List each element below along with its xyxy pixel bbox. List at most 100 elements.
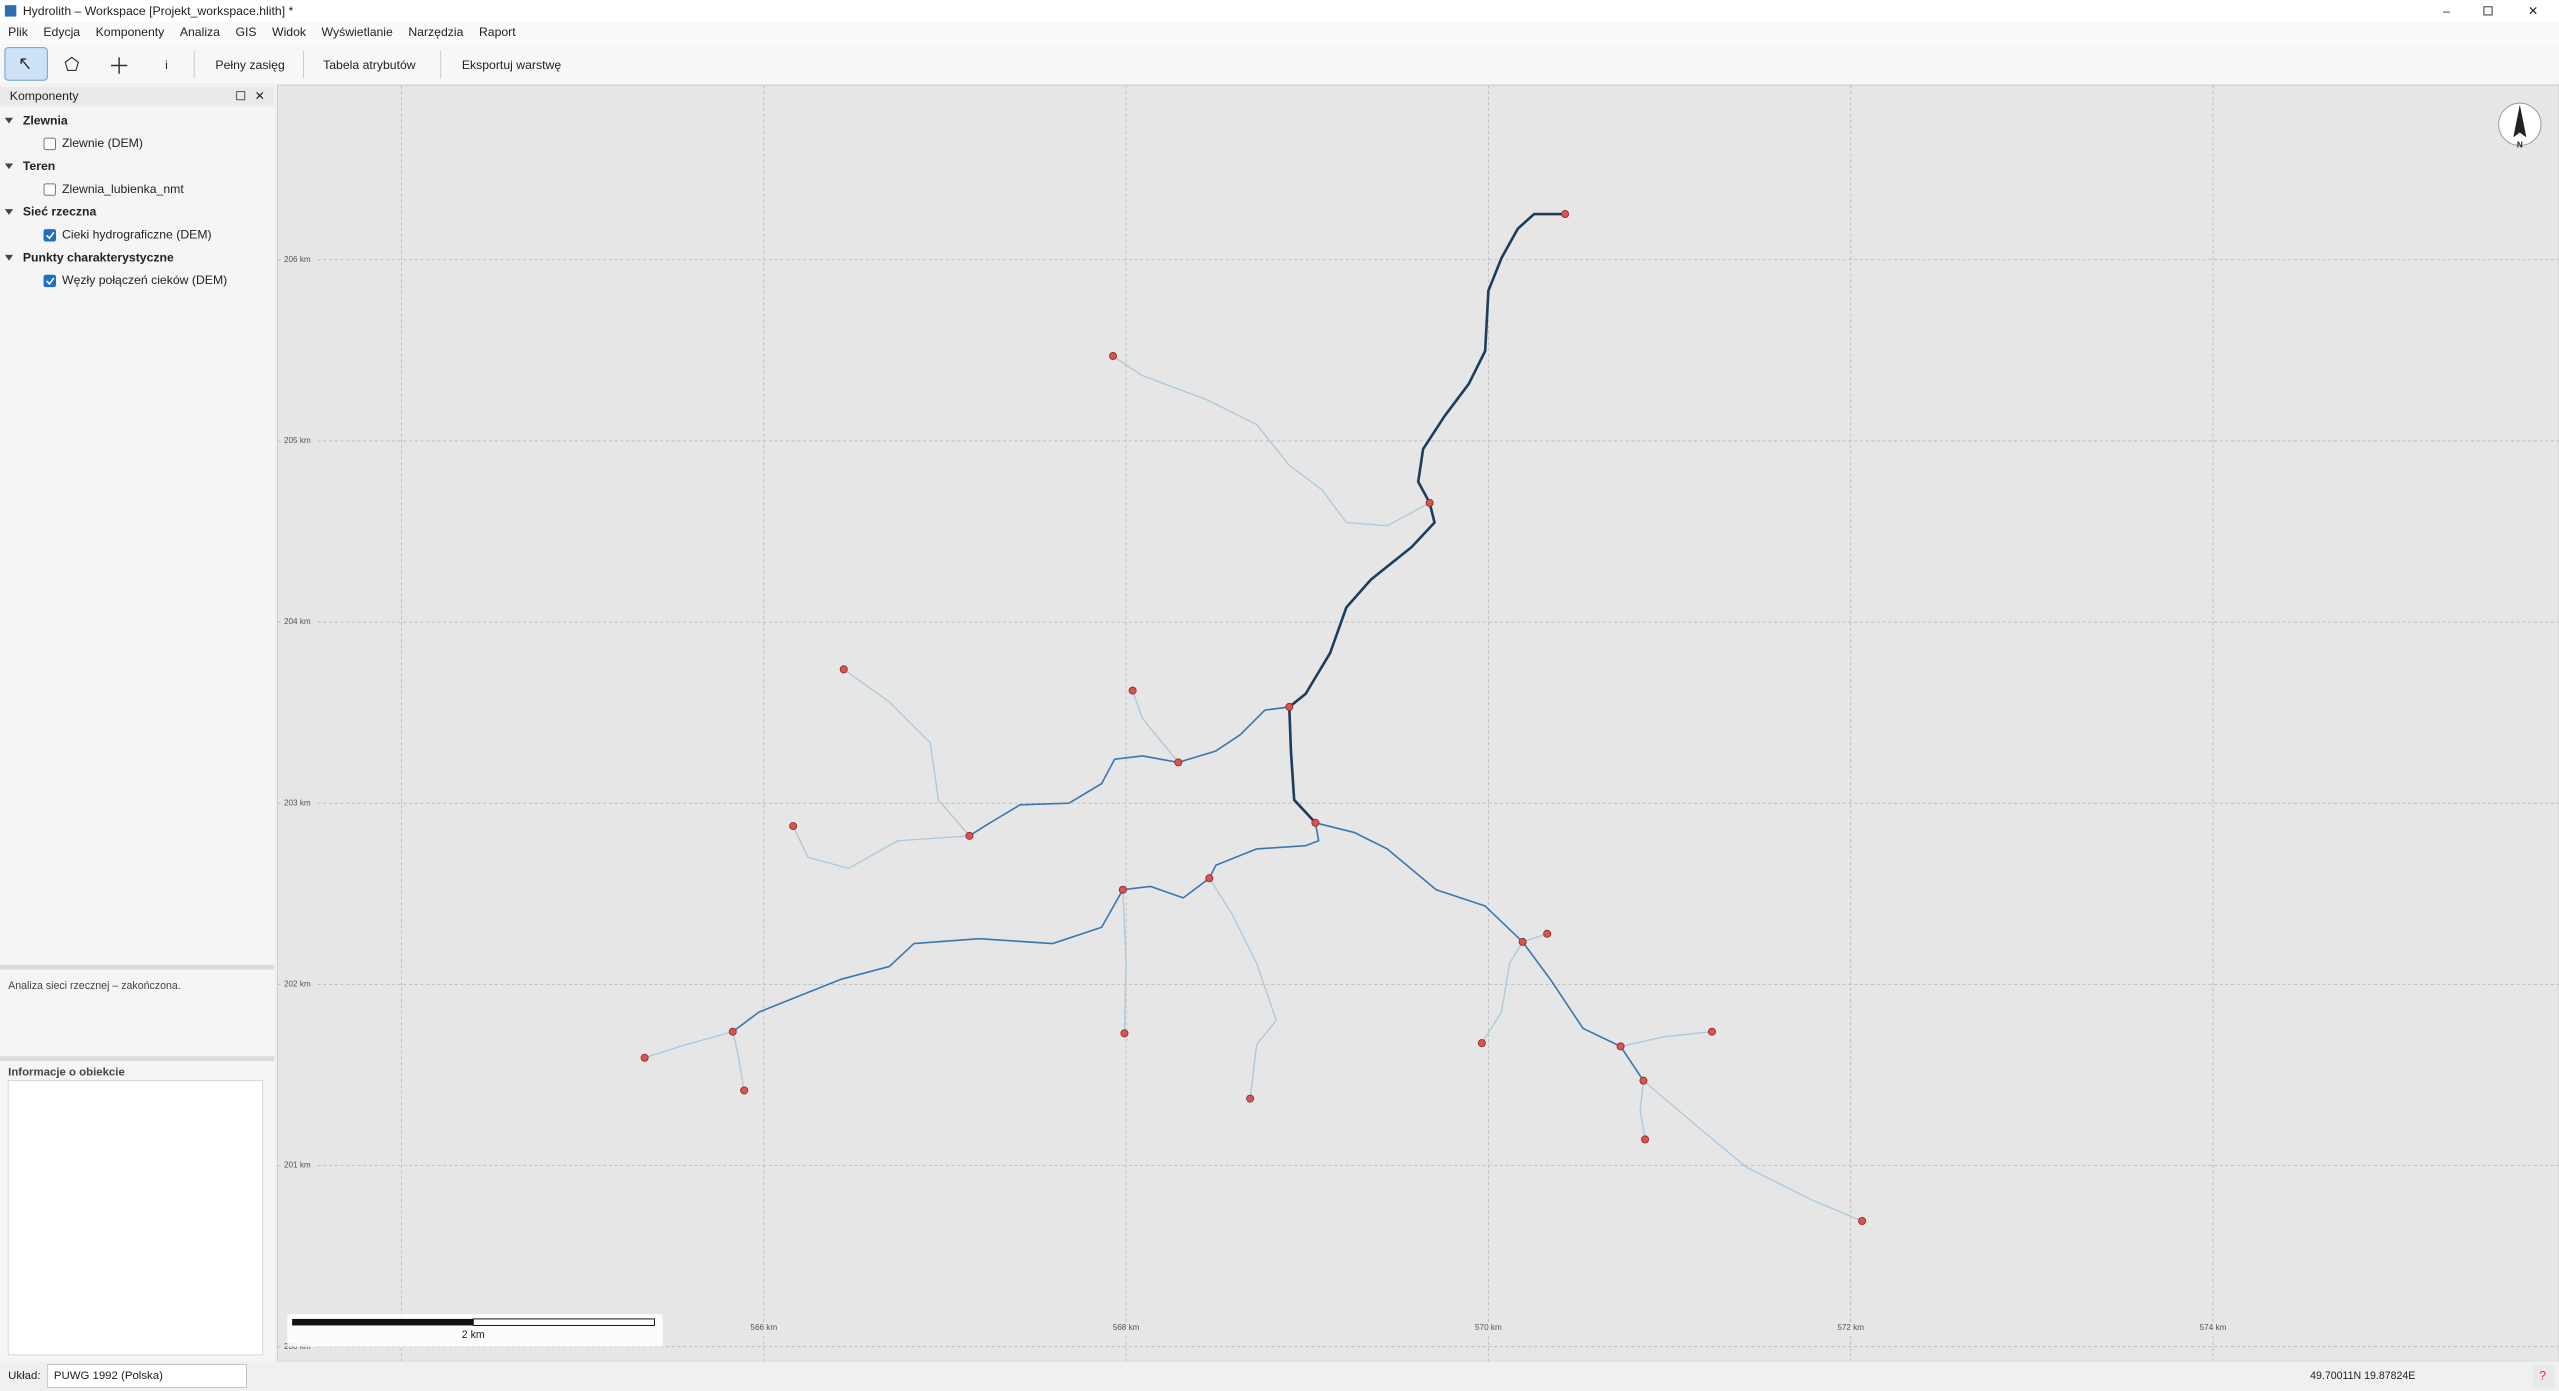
y-grid-label: 204 km: [284, 617, 311, 626]
label-bg: [1832, 1322, 1869, 1334]
layer-name[interactable]: Cieki hydrograficzne (DEM): [62, 228, 212, 242]
node[interactable]: [728, 1027, 737, 1036]
stream: [968, 706, 1290, 837]
node[interactable]: [1425, 498, 1434, 507]
node[interactable]: [1120, 1029, 1129, 1038]
expand-arrow[interactable]: [4, 117, 14, 124]
layer-checkbox[interactable]: [43, 274, 56, 288]
node[interactable]: [1285, 702, 1294, 711]
node[interactable]: [1246, 1094, 1255, 1103]
menu-item[interactable]: Komponenty: [96, 25, 166, 39]
x-grid-label: 566 km: [750, 1323, 777, 1332]
layer-name[interactable]: Zlewnie (DEM): [62, 136, 143, 150]
y-grid-label: 205 km: [284, 436, 311, 445]
node[interactable]: [1518, 937, 1527, 946]
toolbar-button[interactable]: Eksportuj warstwę: [462, 58, 561, 72]
layer-group[interactable]: Sieć rzeczna: [23, 205, 97, 219]
label-bg: [280, 797, 317, 809]
stream: [1481, 941, 1524, 1044]
crs-field[interactable]: [46, 1364, 247, 1388]
x-grid-label: 568 km: [1113, 1323, 1140, 1332]
menu-item[interactable]: Plik: [8, 25, 29, 39]
north-label: N: [2517, 141, 2523, 150]
menu-item[interactable]: GIS: [235, 25, 256, 39]
label-bg: [2195, 1322, 2231, 1334]
polygon-tool[interactable]: [64, 56, 79, 72]
x-grid-label: 572 km: [1837, 1323, 1864, 1332]
stream: [792, 825, 970, 870]
label-bg: [280, 435, 317, 447]
stream: [1620, 1031, 1713, 1048]
menu-item[interactable]: Edycja: [43, 25, 80, 39]
splitter: [0, 1056, 275, 1062]
layer-group[interactable]: Punkty charakterystyczne: [23, 250, 174, 264]
node[interactable]: [740, 1086, 749, 1095]
pan-tool[interactable]: [110, 57, 128, 74]
stream: [1522, 933, 1548, 943]
layer-name[interactable]: Węzły połączeń cieków (DEM): [62, 273, 227, 287]
panel-close[interactable]: ✕: [255, 89, 265, 103]
layer-tree: Zlewnia Zlewnie (DEM) Teren Zlewnia_lubienk…: [4, 113, 227, 288]
expand-arrow[interactable]: [4, 254, 14, 261]
stream: [644, 1031, 733, 1059]
north-arrow-icon: [2513, 104, 2527, 138]
menu-item[interactable]: Narzędzia: [408, 25, 463, 39]
status-bar: [0, 1361, 2559, 1391]
help-button[interactable]: [2532, 1364, 2555, 1388]
layer-group[interactable]: Teren: [23, 159, 55, 173]
crs-value[interactable]: PUWG 1992 (Polska): [54, 1370, 163, 1382]
crs-label: Układ:: [8, 1370, 40, 1382]
node[interactable]: [1109, 352, 1118, 361]
node[interactable]: [965, 831, 974, 840]
node[interactable]: [1561, 210, 1570, 219]
layer-name[interactable]: Zlewnia_lubienka_nmt: [62, 182, 184, 196]
node[interactable]: [1477, 1039, 1486, 1048]
node[interactable]: [1707, 1027, 1716, 1036]
expand-arrow[interactable]: [4, 163, 14, 170]
info-tool[interactable]: i: [165, 58, 168, 72]
node[interactable]: [1858, 1217, 1867, 1226]
stream: [1132, 690, 1179, 763]
node[interactable]: [1311, 818, 1320, 827]
menu-item[interactable]: Wyświetlanie: [322, 25, 393, 39]
layer-checkbox[interactable]: [43, 229, 56, 242]
layer-group[interactable]: Zlewnia: [23, 113, 68, 127]
select-icon: [20, 58, 30, 70]
layer-checkbox[interactable]: [43, 183, 56, 196]
expand-arrow[interactable]: [4, 209, 14, 215]
menu-item[interactable]: Widok: [272, 25, 307, 39]
node[interactable]: [1205, 874, 1214, 883]
node[interactable]: [1639, 1076, 1648, 1085]
check-mark: [45, 277, 55, 286]
map-canvas[interactable]: [277, 84, 2559, 1362]
node[interactable]: [1174, 758, 1183, 767]
toolbar-button[interactable]: Tabela atrybutów: [323, 58, 416, 72]
stream: [1315, 822, 1645, 1082]
minimize-button[interactable]: –: [2443, 4, 2450, 18]
node[interactable]: [1641, 1135, 1650, 1144]
node[interactable]: [789, 822, 798, 831]
toolbar-button[interactable]: Pełny zasięg: [215, 58, 285, 72]
node[interactable]: [839, 665, 848, 674]
label-bg: [280, 254, 317, 266]
node[interactable]: [1543, 929, 1552, 938]
node[interactable]: [1616, 1042, 1625, 1051]
label-bg: [1108, 1322, 1145, 1334]
stream: [1639, 1080, 1646, 1140]
nodes: [640, 210, 1867, 1226]
node[interactable]: [1118, 885, 1127, 894]
node[interactable]: [640, 1053, 649, 1062]
app-icon: [4, 5, 17, 17]
layer-checkbox[interactable]: [43, 137, 56, 151]
stream: [1112, 355, 1430, 527]
menu-item[interactable]: Raport: [479, 25, 516, 39]
close-button[interactable]: ✕: [2528, 4, 2538, 18]
menu-item[interactable]: Analiza: [180, 25, 220, 39]
maximize-button[interactable]: [2483, 6, 2493, 16]
label-bg: [280, 616, 317, 628]
node[interactable]: [1128, 686, 1137, 695]
y-grid-label: 203 km: [284, 798, 311, 807]
cursor-coords: 49.70011N 19.87824E: [2310, 1370, 2415, 1382]
float-button[interactable]: [236, 91, 246, 101]
